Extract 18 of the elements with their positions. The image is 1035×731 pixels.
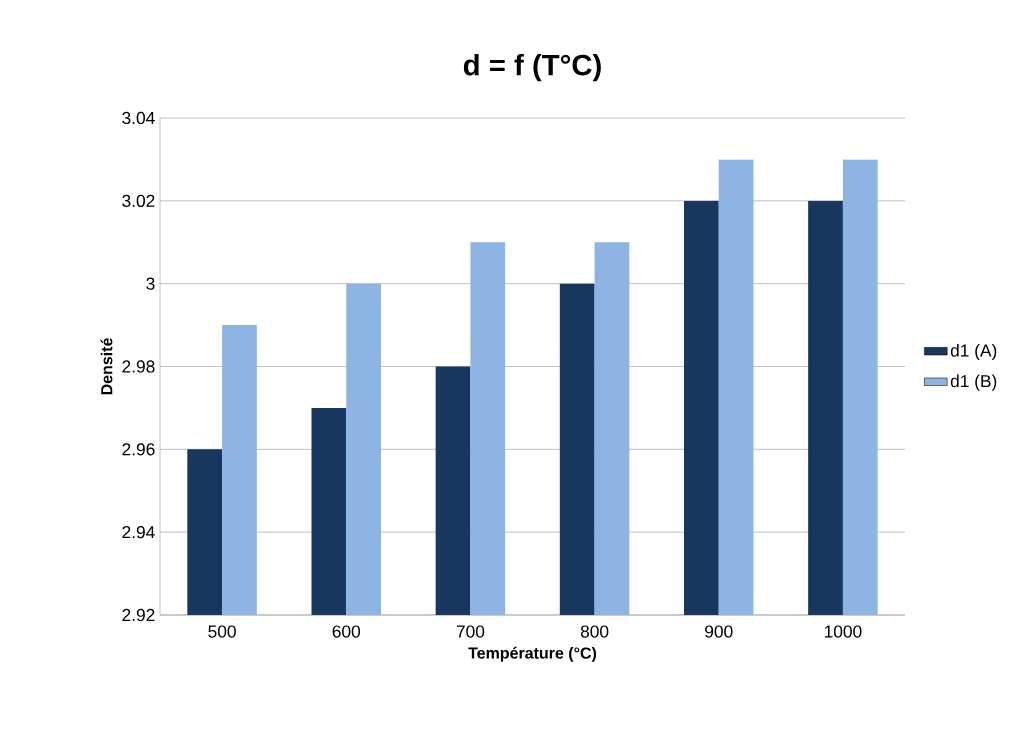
x-tick-label: 700: [456, 625, 485, 638]
legend-label: d1 (B): [950, 374, 997, 391]
x-tick-label: 1000: [824, 625, 862, 638]
x-tick-label: 800: [580, 625, 609, 638]
y-tick-label: 2.96: [122, 443, 155, 456]
y-tick-label: 2.94: [122, 526, 155, 539]
legend-label: d1 (A): [950, 343, 997, 361]
x-axis-title: Température (°C): [468, 646, 597, 662]
y-tick-label: 2.98: [122, 360, 155, 373]
y-axis-title: Densité: [100, 338, 113, 395]
y-tick-label: 3: [146, 277, 155, 290]
y-tick-label: 3.04: [122, 111, 155, 125]
y-tick-label: 3.02: [122, 194, 155, 207]
x-tick-label: 900: [705, 625, 733, 638]
x-tick-label: 500: [208, 625, 236, 638]
chart-title: d = f (T°C): [463, 53, 601, 82]
y-tick-label: 2.92: [122, 608, 155, 622]
x-tick-label: 600: [332, 625, 361, 638]
